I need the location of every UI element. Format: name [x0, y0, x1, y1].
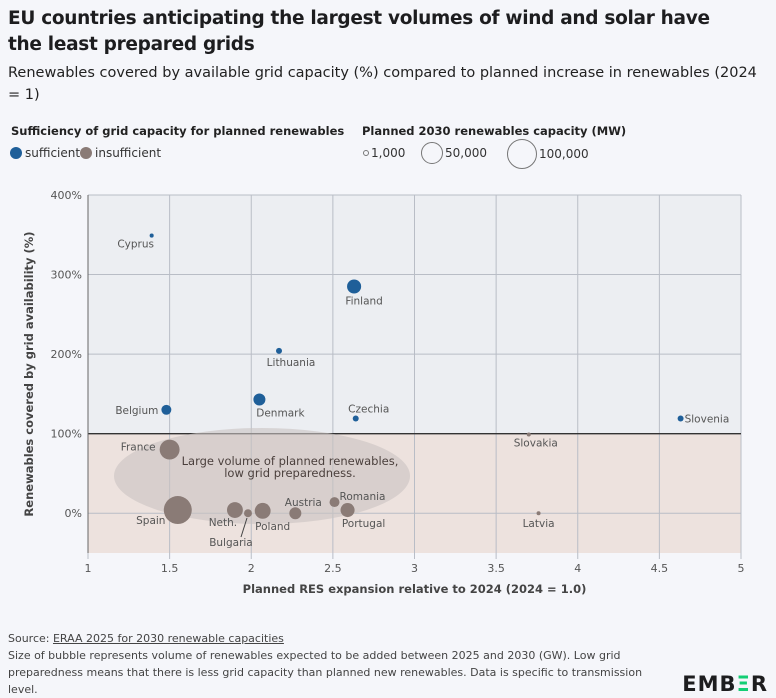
x-tick-label: 1.5 [161, 562, 179, 575]
x-tick-label: 4.5 [651, 562, 669, 575]
bubble-label: Czechia [348, 404, 389, 416]
bubble-czechia [352, 415, 359, 422]
legend-swatch [10, 147, 22, 159]
bubble-label: Belgium [115, 405, 158, 417]
y-tick-label: 400% [51, 189, 82, 202]
size-legend-1000: 1,000 [363, 146, 405, 160]
size-ring [363, 150, 369, 156]
bubble-portugal [340, 503, 355, 518]
bubble-label: Austria [285, 497, 322, 509]
bubble-label: Denmark [256, 407, 305, 419]
size-ring [421, 142, 443, 164]
chart-subtitle: Renewables covered by available grid cap… [8, 65, 757, 103]
bubble-label: Slovakia [514, 437, 558, 449]
legend-label: insufficient [95, 146, 162, 160]
x-tick-label: 3 [411, 562, 418, 575]
x-tick-label: 3.5 [487, 562, 505, 575]
source-link[interactable]: ERAA 2025 for 2030 renewable capacities [52, 632, 284, 645]
x-tick-label: 2 [248, 562, 255, 575]
x-tick-label: 5 [738, 562, 745, 575]
bubble-slovenia [677, 415, 684, 422]
x-axis-title: Planned RES expansion relative to 2024 (… [243, 582, 587, 596]
y-tick-label: 100% [51, 428, 82, 441]
legend-label: 100,000 [539, 147, 589, 161]
bubble-label: Neth. [209, 517, 237, 529]
bubble-label: Latvia [523, 518, 555, 530]
y-tick-label: 300% [51, 269, 82, 282]
legend-label: sufficient [25, 146, 81, 160]
annotation-line: Large volume of planned renewables, [182, 454, 399, 468]
legend-swatch [80, 147, 92, 159]
bubble-lithuania [276, 347, 283, 354]
bubble-neth [226, 502, 243, 518]
footnote: Size of bubble represents volume of rene… [8, 649, 643, 696]
bubble-finland [347, 279, 362, 294]
bubble-label: Romania [340, 491, 386, 503]
bulgaria-leader-line [240, 517, 248, 538]
source-prefix: Source: [8, 632, 53, 645]
bubble-label: Slovenia [685, 414, 730, 426]
footer: Source: ERAA 2025 for 2030 renewable cap… [8, 630, 658, 698]
legend-label: 50,000 [445, 146, 487, 160]
bubble-label: Finland [345, 295, 383, 307]
x-tick-label: 1 [85, 562, 92, 575]
bubble-france [159, 439, 180, 460]
bubble-label: Lithuania [267, 357, 316, 369]
bubble-austria [289, 507, 302, 520]
legend-label: 1,000 [371, 146, 406, 160]
bubble-latvia [536, 511, 541, 516]
bubble-belgium [161, 404, 172, 415]
bubble-label: France [121, 442, 156, 454]
bubble-label: Cyprus [117, 239, 154, 251]
annotation-line: low grid preparedness. [224, 466, 356, 480]
size-ring [507, 139, 537, 169]
legend-sufficient: sufficient [10, 146, 80, 160]
y-axis-title: Renewables covered by grid availability … [22, 231, 36, 516]
bubble-label: Spain [136, 515, 165, 527]
bubble-slovakia [526, 432, 531, 437]
legend-insufficient: insufficient [80, 146, 161, 160]
bubble-denmark [253, 393, 266, 406]
x-tick-label: 4 [574, 562, 581, 575]
bubble-label: Poland [255, 521, 290, 533]
bubble-bulgaria [244, 509, 252, 518]
y-tick-label: 0% [65, 507, 82, 520]
bubble-poland [254, 502, 271, 519]
bubble-label: Portugal [342, 518, 386, 530]
chart-title: EU countries anticipating the largest vo… [8, 8, 710, 55]
ember-logo: EMBΞR [682, 672, 768, 696]
bubble-spain [163, 496, 192, 525]
x-tick-label: 2.5 [324, 562, 342, 575]
y-tick-label: 200% [51, 348, 82, 361]
bubble-label: Bulgaria [209, 537, 253, 549]
size-legend-title: Planned 2030 renewables capacity (MW) [362, 124, 627, 138]
bubble-cyprus [149, 233, 154, 238]
size-legend-100000: 100,000 [507, 139, 589, 169]
bubble-romania [329, 497, 340, 508]
color-legend-title: Sufficiency of grid capacity for planned… [11, 124, 345, 138]
size-legend-50000: 50,000 [421, 142, 487, 164]
